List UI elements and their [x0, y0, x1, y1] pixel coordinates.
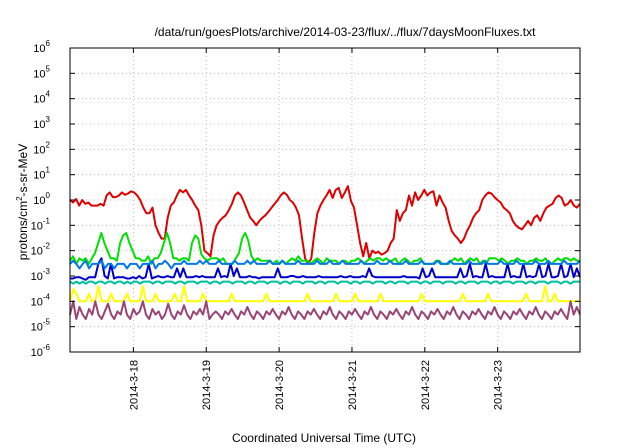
y-tick-labels: 10-6 10-5 10-4 10-3 10-2 10-1 100 101 102 103 104 1…: [31, 39, 51, 359]
series-line-6: [69, 285, 580, 303]
x-tick-labels: 2014-3-18 2014-3-19 2014-3-20 2014-3-21 2014…: [128, 360, 504, 410]
x-tick-label: 2014-3-22: [420, 360, 432, 410]
chart-title: /data/run/goesPlots/archive/2014-03-23/f…: [155, 25, 537, 39]
y-tick-label: 10-4: [31, 292, 51, 308]
y-tick-label: 10-6: [31, 343, 51, 359]
y-tick-label: 104: [33, 90, 50, 106]
plot-frame: [69, 47, 581, 353]
axes-layer: [69, 47, 581, 353]
y-tick-label: 105: [33, 64, 50, 80]
series-line-5: [69, 280, 580, 285]
x-tick-label: 2014-3-21: [347, 360, 359, 410]
y-axis-label: protons/cm2-s-sr-MeV: [15, 144, 30, 260]
x-tick-label: 2014-3-23: [493, 360, 505, 410]
y-tick-label: 106: [33, 39, 50, 55]
y-tick-label: 10-1: [31, 216, 51, 232]
series-line-1: [69, 185, 581, 265]
y-tick-label: 10-2: [31, 242, 51, 258]
x-tick-label: 2014-3-18: [128, 360, 140, 410]
x-axis-label: Coordinated Universal Time (UTC): [232, 431, 416, 445]
x-tick-label: 2014-3-20: [274, 360, 286, 410]
series-line-2: [69, 232, 580, 265]
y-tick-label: 10-5: [31, 318, 51, 334]
y-tick-label: 101: [33, 166, 50, 182]
y-tick-label: 100: [33, 191, 50, 207]
x-tick-label: 2014-3-19: [201, 360, 213, 410]
y-tick-label: 103: [33, 115, 50, 131]
y-tick-label: 10-3: [31, 267, 51, 283]
series-layer: [69, 185, 581, 320]
series-line-4: [69, 259, 581, 270]
series-line-7: [69, 300, 581, 320]
series-line-3: [70, 257, 581, 281]
y-tick-label: 102: [33, 140, 50, 156]
